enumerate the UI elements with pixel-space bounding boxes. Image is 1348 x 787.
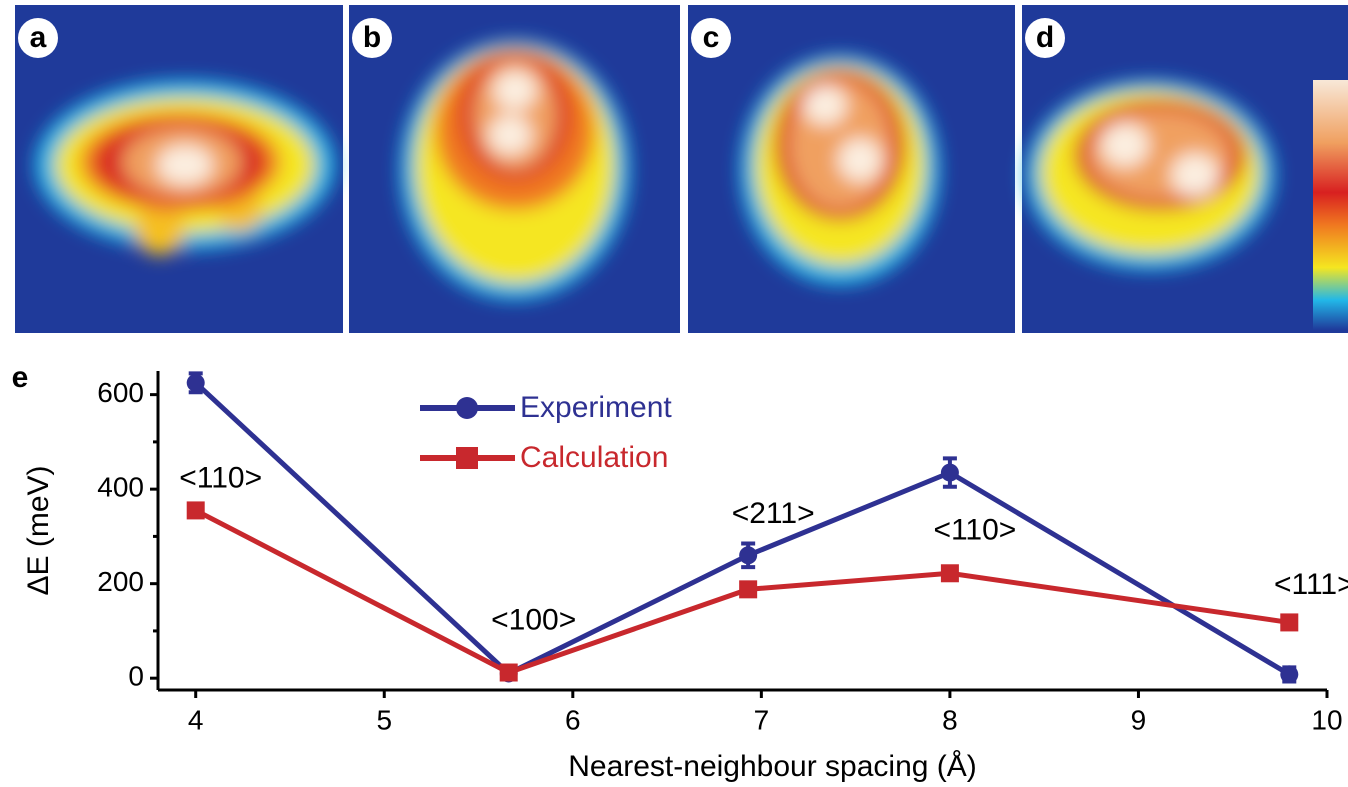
panel-a <box>15 5 343 333</box>
x-tick-label: 5 <box>376 704 392 735</box>
data-point <box>1280 613 1298 631</box>
x-axis-label: Nearest-neighbour spacing (Å) <box>568 750 977 783</box>
x-tick-label: 6 <box>565 704 581 735</box>
x-tick-label: 10 <box>1311 704 1342 735</box>
legend-label: Experiment <box>520 391 672 424</box>
panel-c <box>688 5 1015 333</box>
annotation: <211> <box>732 497 815 530</box>
data-point <box>739 580 757 598</box>
x-tick-label: 4 <box>188 704 204 735</box>
panel-label: e <box>12 361 29 394</box>
y-tick-label: 600 <box>97 377 144 408</box>
panel-label: d <box>1036 21 1054 54</box>
image-panels <box>15 5 1348 333</box>
panel-b <box>349 5 680 333</box>
panel-label: c <box>703 21 720 54</box>
legend-marker <box>456 447 478 469</box>
legend-marker <box>456 397 478 419</box>
y-axis-label: ΔE (meV) <box>22 465 55 595</box>
chart: 0 200 400 600 4 5 6 7 8 9 10 Nearest-neighbour spac… <box>22 371 1348 783</box>
annotation: <111> <box>1274 568 1348 601</box>
panel-label: b <box>363 21 381 54</box>
panel-d <box>1022 5 1348 333</box>
color-scale-bar <box>1313 80 1348 330</box>
annotation: <100> <box>491 603 576 636</box>
annotation: <110> <box>933 514 1016 547</box>
data-point <box>941 564 959 582</box>
legend-label: Calculation <box>520 441 668 474</box>
x-tick-label: 9 <box>1131 704 1147 735</box>
y-tick-label: 200 <box>97 566 144 597</box>
x-tick-label: 7 <box>754 704 770 735</box>
figure: a b c d e 0 200 400 600 4 5 6 7 8 9 10 Nearest-neighbou… <box>0 0 1348 787</box>
x-tick-label: 8 <box>942 704 958 735</box>
y-tick-label: 0 <box>128 661 144 692</box>
data-point <box>187 374 205 392</box>
data-point <box>739 546 757 564</box>
panel-label: a <box>30 21 47 54</box>
data-point <box>500 664 518 682</box>
page: a b c d e 0 200 400 600 4 5 6 7 8 9 10 Nearest-neighbou… <box>0 0 1348 787</box>
y-tick-label: 400 <box>97 472 144 503</box>
data-point <box>1280 665 1298 683</box>
annotation: <110> <box>179 462 262 495</box>
data-point <box>187 501 205 519</box>
data-point <box>941 464 959 482</box>
